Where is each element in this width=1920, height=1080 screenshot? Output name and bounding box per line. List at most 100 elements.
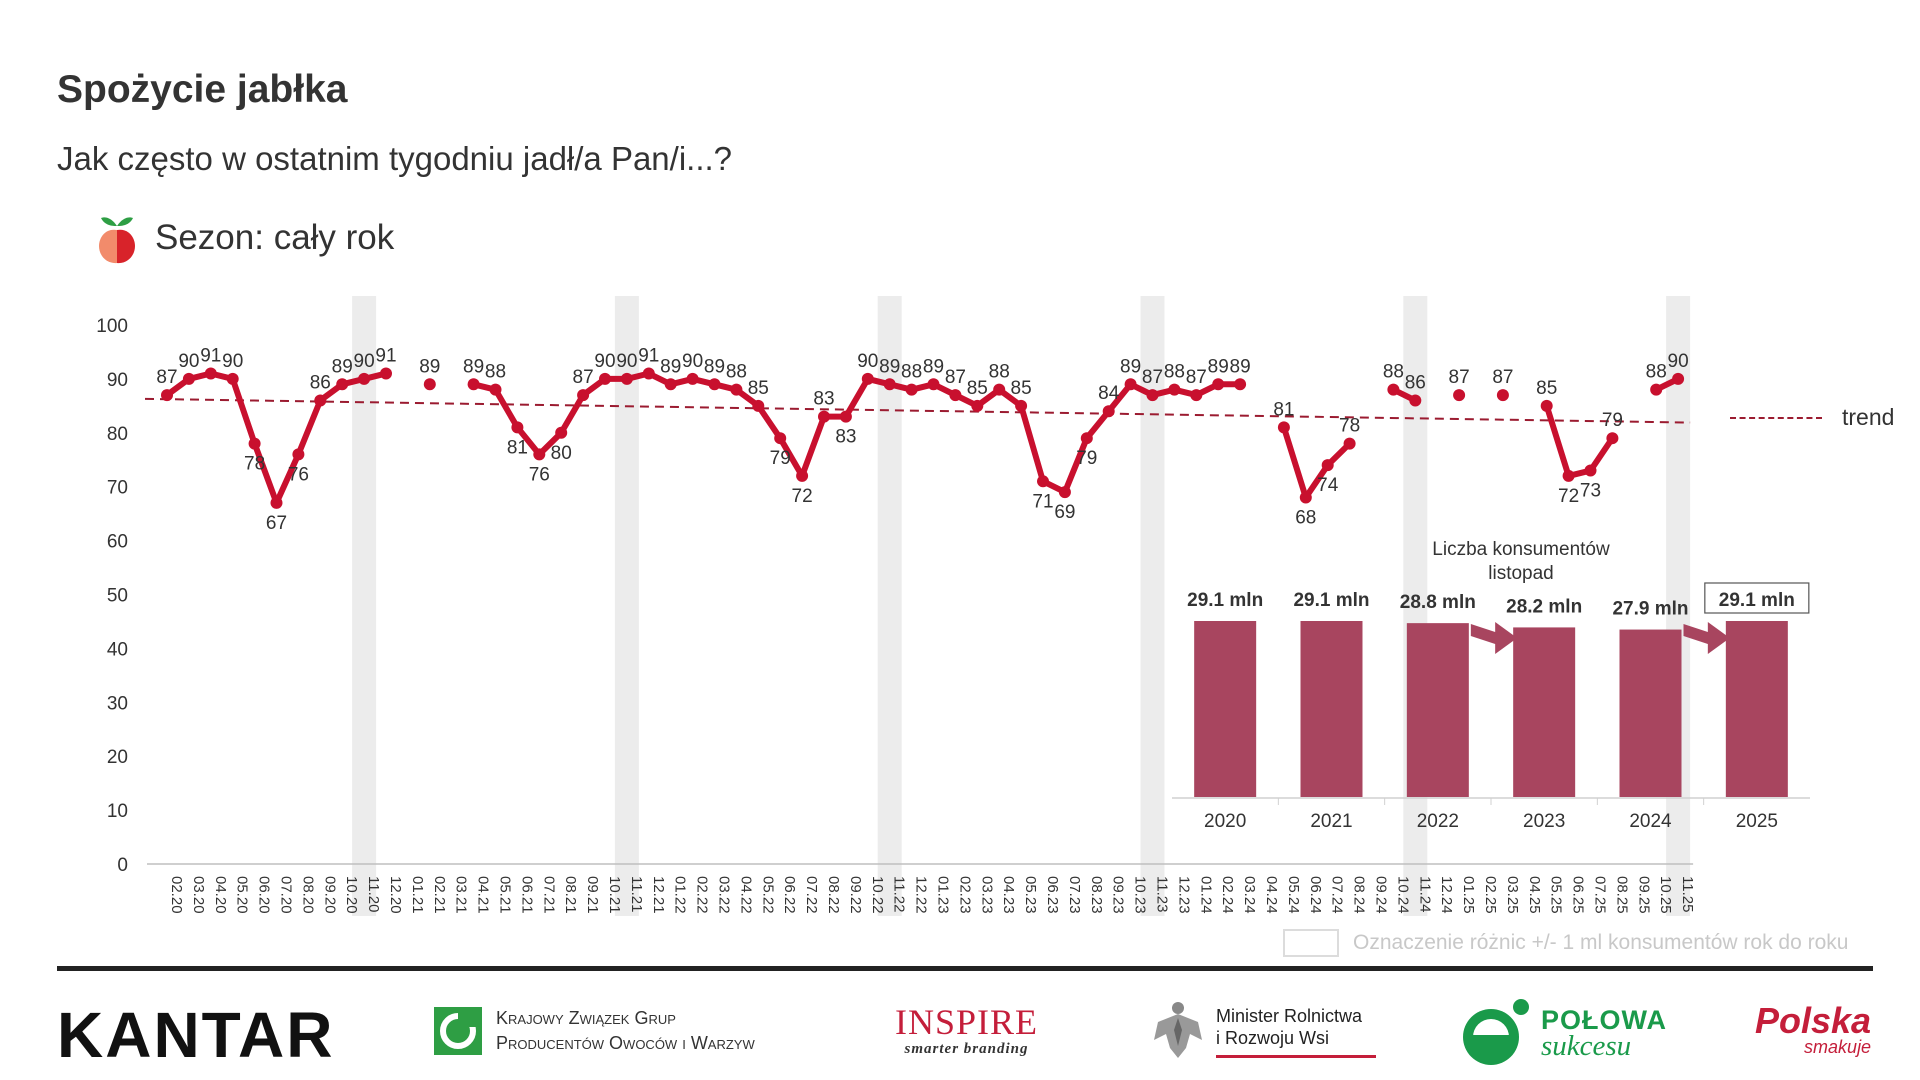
series-line-segment (777, 435, 806, 479)
data-point (796, 469, 809, 482)
series-line-segment (1302, 462, 1331, 501)
bar-value-label: 29.1 mln (1293, 590, 1369, 611)
polowa-line-1: POŁOWA (1541, 1005, 1667, 1035)
x-tick-label: 10.25 (1657, 876, 1674, 914)
data-point (1540, 399, 1553, 412)
highlight-band-11.22 (877, 296, 902, 916)
y-tick-label: 30 (107, 693, 128, 714)
x-tick-label: 04.20 (212, 876, 229, 914)
x-tick-label: 12.23 (1175, 876, 1192, 914)
x-tick-label: 07.23 (1066, 876, 1083, 914)
data-label: 88 (485, 362, 506, 383)
data-label: 78 (1339, 416, 1360, 437)
x-tick-label: 06.23 (1044, 876, 1061, 914)
x-tick-label: 01.24 (1197, 876, 1214, 914)
data-point (1562, 469, 1575, 482)
data-label: 87 (156, 367, 177, 388)
x-tick-label: 01.22 (672, 876, 689, 914)
x-tick-label: 12.24 (1438, 876, 1455, 914)
x-tick-label: 07.22 (803, 876, 820, 914)
inspire-logo: INSPIRE smarter branding (895, 1003, 1038, 1058)
trend-line (144, 397, 1691, 424)
data-point (1212, 378, 1225, 391)
bar-2025 (1725, 621, 1788, 797)
data-point (927, 378, 940, 391)
polska-line-1: Polska (1755, 1000, 1872, 1041)
data-point (1453, 389, 1466, 402)
x-tick-label: 03.20 (190, 876, 207, 914)
data-label: 73 (1580, 481, 1601, 502)
apple-icon (99, 217, 135, 264)
x-tick-label: 06.21 (518, 876, 535, 914)
kzg-line-1: Krajowy Związek Grup (496, 1008, 676, 1028)
x-tick-label: 08.21 (562, 876, 579, 914)
data-point (993, 383, 1006, 396)
data-point (1146, 389, 1159, 402)
ministry-line-1: Minister Rolnictwa (1216, 1005, 1363, 1026)
season-text: Sezon: cały rok (155, 218, 395, 257)
data-label: 88 (1646, 362, 1667, 383)
x-tick-label: 06.20 (256, 876, 273, 914)
x-tick-label: 02.21 (431, 876, 448, 914)
data-point (708, 378, 721, 391)
trend-legend-swatch (1730, 416, 1822, 419)
data-point (861, 372, 874, 385)
x-tick-label: 11.23 (1154, 876, 1171, 912)
data-label: 72 (792, 486, 813, 507)
x-tick-label: 06.25 (1570, 876, 1587, 914)
x-tick-label: 12.22 (913, 876, 930, 914)
x-tick-label: 03.21 (453, 876, 470, 914)
x-tick-label: 04.25 (1526, 876, 1543, 914)
x-tick-label: 08.24 (1351, 876, 1368, 914)
bar-category-label: 2021 (1310, 811, 1352, 832)
data-label: 90 (857, 351, 878, 372)
series-line-segment (273, 451, 302, 506)
band-legend-label: Oznaczenie różnic +/- 1 ml konsumentów r… (1353, 931, 1849, 954)
data-point (1234, 378, 1247, 391)
x-tick-label: 03.25 (1504, 876, 1521, 914)
data-label: 85 (967, 378, 988, 399)
x-tick-label: 11.20 (365, 876, 382, 912)
bar-value-label: 28.2 mln (1506, 596, 1582, 617)
data-point (314, 394, 327, 407)
polska-smakuje-logo: Polska smakuje (1755, 1003, 1871, 1058)
data-label: 87 (945, 367, 966, 388)
x-tick-label: 07.24 (1329, 876, 1346, 914)
data-label: 79 (1076, 448, 1097, 469)
polowa-line-2: sukcesu (1541, 1030, 1632, 1062)
kzg-emblem-icon (434, 1007, 482, 1055)
x-tick-label: 01.25 (1460, 876, 1477, 914)
ministry-line-2: i Rozwoju Wsi (1216, 1027, 1330, 1048)
data-label: 90 (594, 351, 615, 372)
data-label: 89 (923, 356, 944, 377)
question-subtitle: Jak często w ostatnim tygodniu jadł/a Pa… (57, 140, 733, 177)
data-label: 85 (1536, 378, 1557, 399)
x-tick-label: 09.20 (321, 876, 338, 914)
data-point (292, 448, 305, 461)
x-tick-label: 08.22 (825, 876, 842, 914)
inspire-sub: smarter branding (904, 1041, 1029, 1057)
data-label: 88 (726, 362, 747, 383)
data-point (774, 432, 787, 445)
data-label: 87 (1186, 367, 1207, 388)
data-point (599, 372, 611, 385)
trend-legend: trend (1730, 404, 1894, 431)
x-tick-label: 11.21 (628, 876, 645, 912)
series-line-segment (251, 440, 280, 506)
data-label: 81 (1273, 399, 1294, 420)
data-point (226, 372, 239, 385)
x-tick-label: 08.20 (299, 876, 316, 914)
data-point (664, 378, 677, 391)
data-label: 91 (375, 346, 396, 367)
data-label: 88 (989, 362, 1010, 383)
data-label: 85 (748, 378, 769, 399)
x-tick-label: 06.24 (1307, 876, 1324, 914)
x-tick-label: 05.23 (1022, 876, 1039, 914)
kzg-logo: Krajowy Związek Grup Producentów Owoców … (432, 1005, 755, 1057)
data-point (883, 378, 896, 391)
data-label: 88 (1383, 362, 1404, 383)
bar-value-label: 29.1 mln (1187, 590, 1263, 611)
y-tick-label: 70 (107, 478, 128, 499)
footer-divider (57, 966, 1873, 971)
